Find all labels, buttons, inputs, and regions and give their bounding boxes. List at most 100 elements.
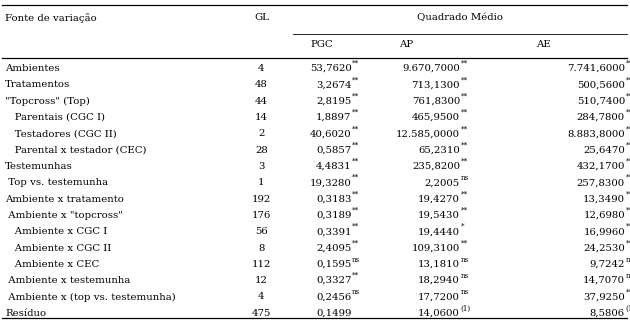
Text: 109,3100: 109,3100 [411,244,460,252]
Text: **: ** [352,109,360,117]
Text: Ambiente x CGC I: Ambiente x CGC I [5,227,107,236]
Text: **: ** [626,109,630,117]
Text: 25,6470: 25,6470 [583,146,625,155]
Text: "Topcross" (Top): "Topcross" (Top) [5,97,90,106]
Text: 2: 2 [258,129,265,138]
Text: **: ** [352,223,360,231]
Text: (1): (1) [461,305,471,313]
Text: 7.741,6000: 7.741,6000 [567,64,625,73]
Text: 19,5430: 19,5430 [418,211,460,220]
Text: Ambiente x CEC: Ambiente x CEC [5,260,100,269]
Text: 14,7070: 14,7070 [583,276,625,285]
Text: 8: 8 [258,244,265,252]
Text: 17,7200: 17,7200 [418,292,460,301]
Text: Parentais (CGC I): Parentais (CGC I) [5,113,105,122]
Text: **: ** [461,76,468,84]
Text: ns: ns [626,256,630,264]
Text: 8.883,8000: 8.883,8000 [568,129,625,138]
Text: **: ** [352,92,360,100]
Text: 4: 4 [258,292,265,301]
Text: **: ** [626,190,630,198]
Text: 2,2005: 2,2005 [425,178,460,187]
Text: 4: 4 [258,64,265,73]
Text: ns: ns [626,272,630,280]
Text: ns: ns [352,288,360,296]
Text: **: ** [352,207,360,215]
Text: ns: ns [461,272,469,280]
Text: **: ** [352,174,360,182]
Text: 12: 12 [255,276,268,285]
Text: 0,3327: 0,3327 [316,276,352,285]
Text: ns: ns [352,256,360,264]
Text: 284,7800: 284,7800 [577,113,625,122]
Text: 0,3189: 0,3189 [316,211,352,220]
Text: 3: 3 [258,162,265,171]
Text: **: ** [352,141,360,149]
Text: 235,8200: 235,8200 [412,162,460,171]
Text: ns: ns [461,174,469,182]
Text: **: ** [626,60,630,68]
Text: 761,8300: 761,8300 [411,97,460,106]
Text: Ambiente x (top vs. testemunha): Ambiente x (top vs. testemunha) [5,292,176,302]
Text: **: ** [626,141,630,149]
Text: **: ** [461,141,468,149]
Text: (1): (1) [626,305,630,313]
Text: AE: AE [536,40,551,49]
Text: 9,7242: 9,7242 [590,260,625,269]
Text: 475: 475 [252,309,271,318]
Text: 0,3183: 0,3183 [316,195,352,204]
Text: 28: 28 [255,146,268,155]
Text: ns: ns [461,288,469,296]
Text: 13,3490: 13,3490 [583,195,625,204]
Text: 40,6020: 40,6020 [310,129,352,138]
Text: *: * [461,223,464,231]
Text: 65,2310: 65,2310 [418,146,460,155]
Text: 257,8300: 257,8300 [577,178,625,187]
Text: **: ** [626,288,630,296]
Text: **: ** [461,158,468,166]
Text: PGC: PGC [311,40,333,49]
Text: 1,8897: 1,8897 [316,113,352,122]
Text: Testemunhas: Testemunhas [5,162,73,171]
Text: **: ** [626,125,630,133]
Text: Tratamentos: Tratamentos [5,80,71,89]
Text: **: ** [461,92,468,100]
Text: 12,6980: 12,6980 [583,211,625,220]
Text: 48: 48 [255,80,268,89]
Text: Ambiente x tratamento: Ambiente x tratamento [5,195,124,204]
Text: Top vs. testemunha: Top vs. testemunha [5,178,108,187]
Text: **: ** [352,76,360,84]
Text: **: ** [626,92,630,100]
Text: 2,8195: 2,8195 [316,97,352,106]
Text: 176: 176 [252,211,271,220]
Text: **: ** [626,158,630,166]
Text: Ambiente x "topcross": Ambiente x "topcross" [5,211,123,220]
Text: **: ** [352,272,360,280]
Text: Quadrado Médio: Quadrado Médio [417,13,503,22]
Text: 2,4095: 2,4095 [316,244,352,252]
Text: **: ** [461,60,468,68]
Text: 53,7620: 53,7620 [310,64,352,73]
Text: 510,7400: 510,7400 [576,97,625,106]
Text: **: ** [461,125,468,133]
Text: **: ** [352,125,360,133]
Text: 0,2456: 0,2456 [316,292,352,301]
Text: Parental x testador (CEC): Parental x testador (CEC) [5,146,147,155]
Text: **: ** [461,239,468,247]
Text: AP: AP [399,40,413,49]
Text: Ambientes: Ambientes [5,64,60,73]
Text: Fonte de variação: Fonte de variação [5,13,97,23]
Text: Resíduo: Resíduo [5,309,46,318]
Text: 1: 1 [258,178,265,187]
Text: 18,2940: 18,2940 [418,276,460,285]
Text: **: ** [461,207,468,215]
Text: Testadores (CGC II): Testadores (CGC II) [5,129,117,138]
Text: **: ** [626,76,630,84]
Text: 112: 112 [252,260,271,269]
Text: 13,1810: 13,1810 [418,260,460,269]
Text: 16,9960: 16,9960 [583,227,625,236]
Text: **: ** [626,207,630,215]
Text: 37,9250: 37,9250 [583,292,625,301]
Text: GL: GL [254,13,269,22]
Text: 19,4270: 19,4270 [418,195,460,204]
